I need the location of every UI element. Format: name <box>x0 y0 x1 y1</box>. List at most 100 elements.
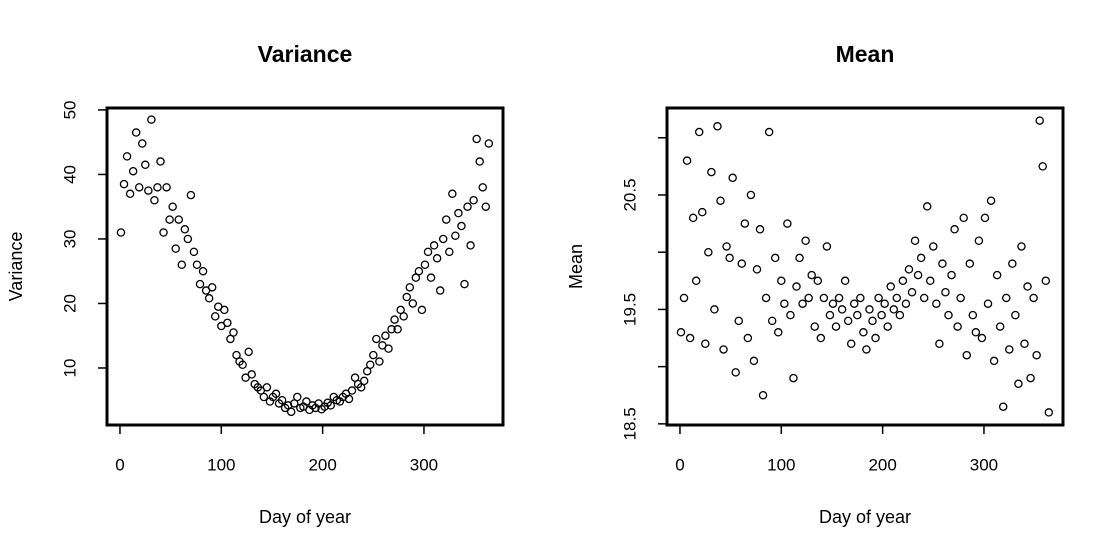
point <box>402 292 411 302</box>
point <box>220 305 229 315</box>
point <box>435 286 445 295</box>
point <box>147 115 156 124</box>
point <box>777 276 786 286</box>
chart-title: Mean <box>836 41 895 67</box>
point <box>262 383 272 392</box>
point <box>755 225 765 234</box>
point <box>889 305 899 314</box>
point <box>886 282 895 291</box>
point <box>676 328 686 337</box>
point <box>922 202 932 211</box>
point <box>898 276 908 286</box>
point <box>1044 408 1054 417</box>
point <box>204 294 214 303</box>
point <box>326 401 335 410</box>
point <box>770 253 780 263</box>
point <box>420 260 430 270</box>
point <box>716 196 725 205</box>
point <box>859 328 868 337</box>
point <box>344 394 354 404</box>
point <box>445 247 454 257</box>
point <box>734 316 743 326</box>
point <box>804 293 813 303</box>
point <box>472 134 481 144</box>
point <box>174 215 183 224</box>
point <box>822 242 832 251</box>
point <box>451 231 460 240</box>
y-tick-label: 18.5 <box>620 407 639 440</box>
point <box>965 259 975 268</box>
point <box>138 139 147 148</box>
point <box>983 299 993 308</box>
point <box>390 315 399 324</box>
point <box>198 266 208 276</box>
point <box>764 127 774 137</box>
point <box>850 299 859 308</box>
point <box>1017 242 1026 251</box>
point <box>475 157 484 166</box>
point <box>701 339 710 348</box>
point <box>223 318 232 328</box>
point <box>947 270 956 280</box>
point <box>825 310 835 320</box>
point <box>369 350 378 360</box>
point <box>719 345 728 354</box>
point <box>399 312 408 321</box>
point <box>484 139 494 148</box>
point <box>977 333 987 343</box>
point <box>405 283 415 292</box>
plot-frame <box>105 106 505 427</box>
point <box>125 189 135 199</box>
point <box>457 221 466 231</box>
point <box>682 156 692 165</box>
point <box>122 152 132 161</box>
point <box>883 322 892 331</box>
point <box>423 247 433 257</box>
point <box>746 190 756 200</box>
point <box>834 293 844 303</box>
point <box>743 333 753 343</box>
point <box>408 299 418 308</box>
point <box>442 215 451 224</box>
point <box>192 260 202 270</box>
point <box>1038 162 1047 171</box>
point <box>426 273 436 282</box>
point <box>429 241 439 250</box>
point <box>895 310 905 320</box>
point <box>795 253 804 263</box>
x-tick-label: 200 <box>868 455 896 474</box>
point <box>853 310 862 320</box>
point <box>713 122 722 131</box>
point <box>862 345 871 354</box>
point <box>347 386 357 395</box>
point <box>134 183 144 192</box>
point <box>980 213 990 223</box>
point <box>247 370 256 379</box>
point <box>698 207 707 217</box>
point <box>944 310 953 320</box>
point <box>929 242 938 251</box>
point <box>460 279 469 289</box>
point <box>366 360 375 369</box>
point <box>1014 379 1023 389</box>
point <box>469 195 478 205</box>
point <box>786 310 795 320</box>
point <box>238 360 247 369</box>
point <box>162 183 171 192</box>
point <box>168 202 177 211</box>
point <box>679 293 689 303</box>
point <box>938 259 947 268</box>
y-tick-label: 20 <box>60 294 79 313</box>
point <box>932 299 941 308</box>
point <box>962 350 971 360</box>
point <box>1020 339 1029 348</box>
point <box>974 236 984 246</box>
y-tick-label: 20.5 <box>620 178 639 211</box>
point <box>995 322 1005 331</box>
point <box>372 334 381 344</box>
x-axis-label: Day of year <box>819 507 911 527</box>
point <box>865 305 874 314</box>
point <box>868 316 877 326</box>
point <box>1026 373 1035 383</box>
